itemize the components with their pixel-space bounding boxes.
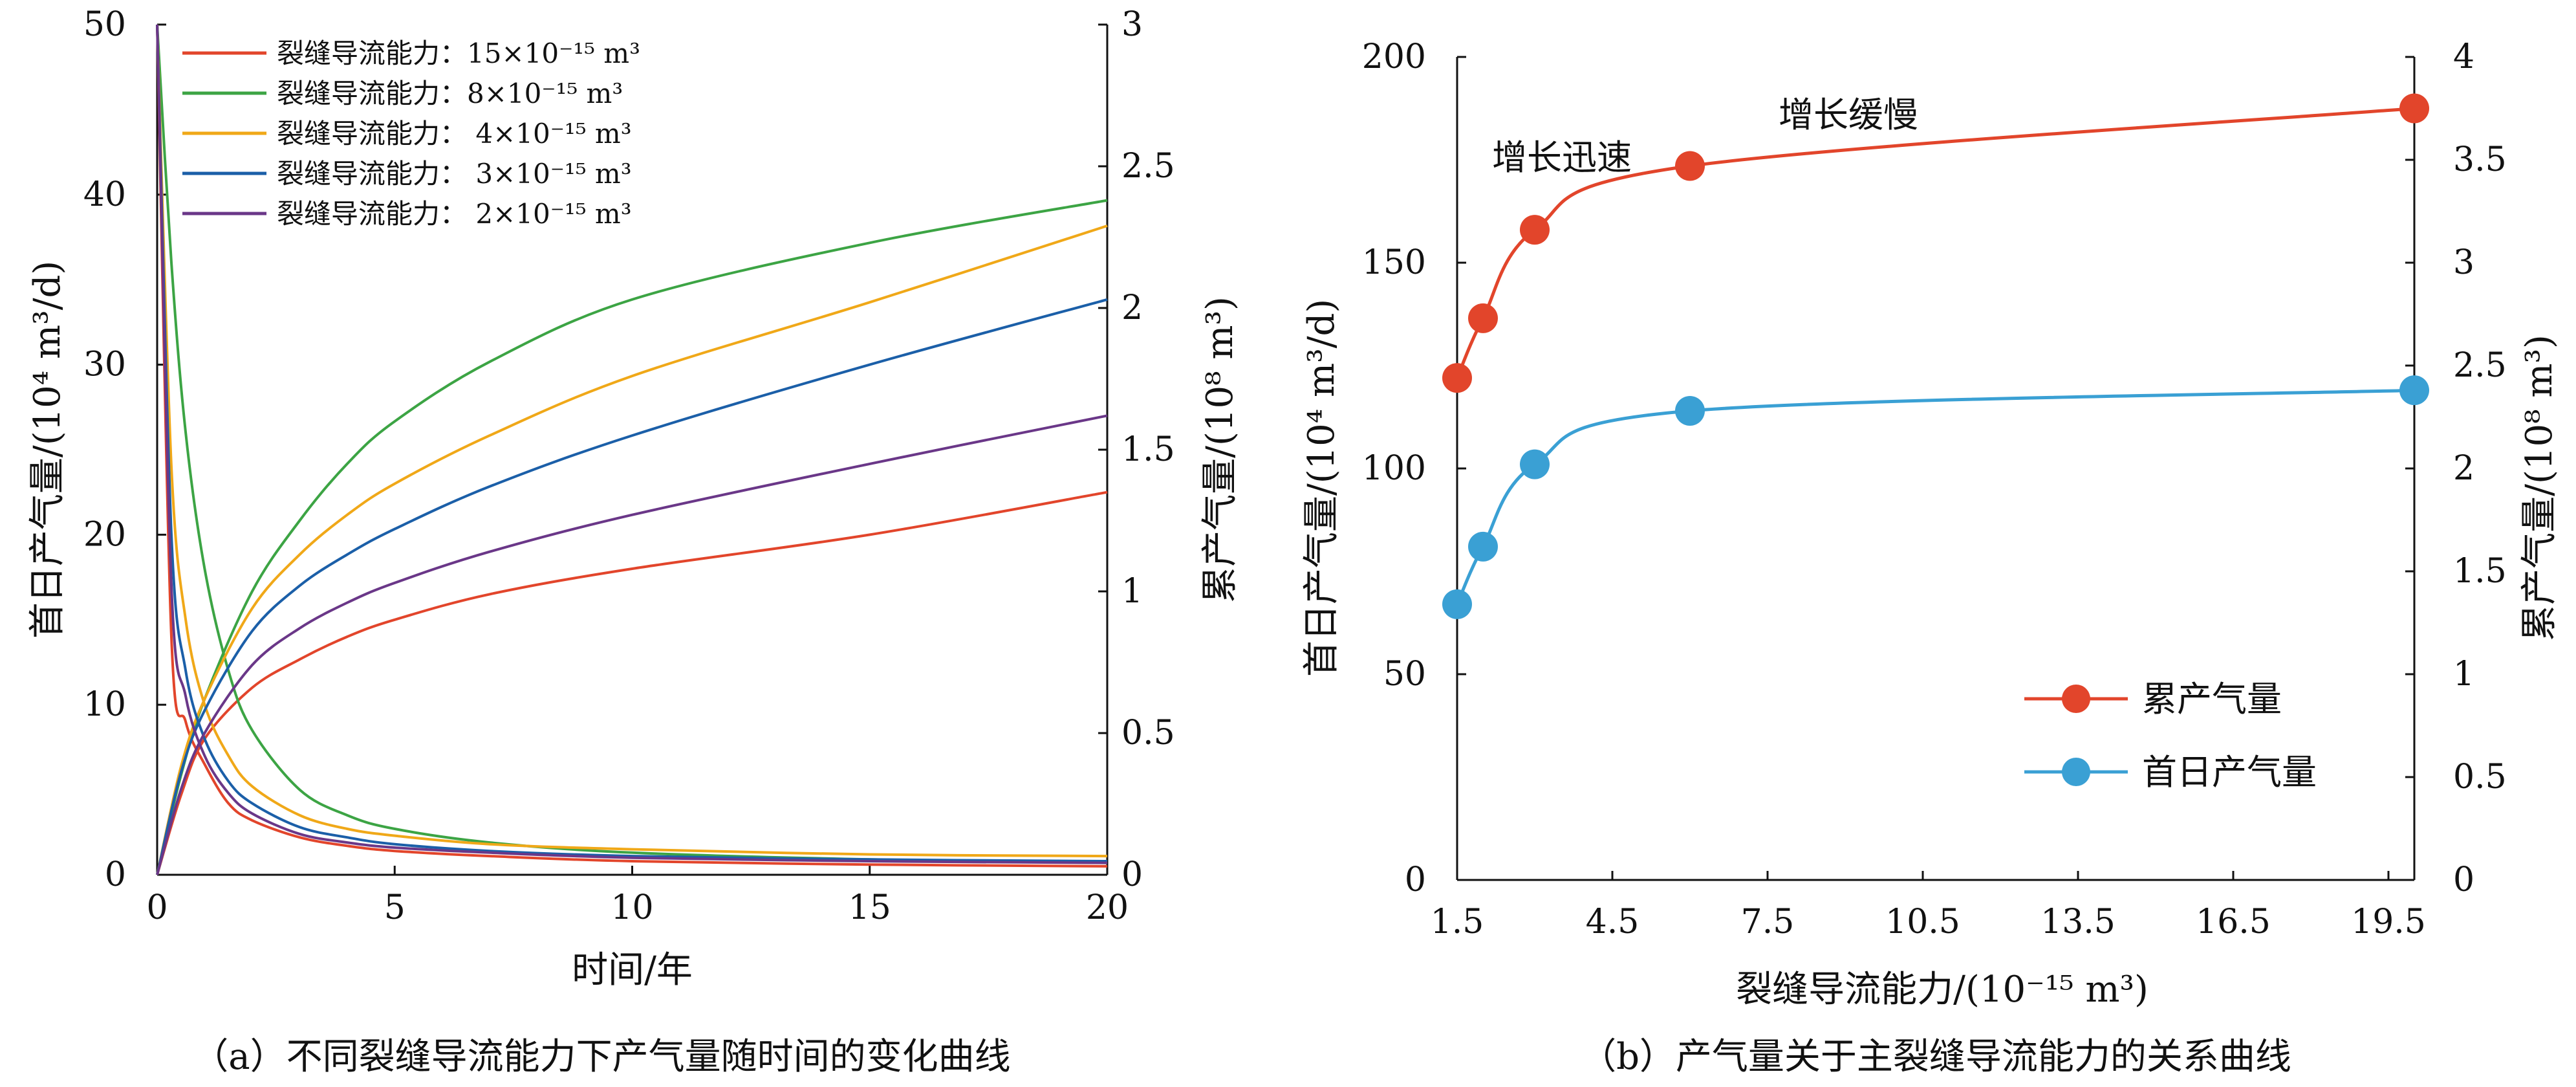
b-x-tick-label: 10.5 [1885,903,1960,941]
a-y-left-axis-title: 首日产气量/(10⁴ m³/d) [27,261,69,639]
b-y-left-axis-title: 首日产气量/(10⁴ m³/d) [1301,299,1343,677]
b-series-2-point [1520,449,1550,479]
a-x-axis-title: 时间/年 [572,949,693,991]
a-y-right-tick-label: 2.5 [1121,147,1175,186]
b-x-tick-label: 19.5 [2351,903,2426,941]
b-series-2-line [1455,388,2415,605]
a-series-5-cumulative-line [156,414,1108,875]
a-y-right-tick-label: 1.5 [1121,430,1175,469]
b-x-tick-label: 4.5 [1586,903,1640,941]
a-y-right-tick-label: 2 [1121,289,1143,327]
a-series-2-daily-rate-line [156,24,1108,864]
b-series-1-point [1520,215,1550,245]
b-annotation-slow-growth: 增长缓慢 [1779,94,1918,135]
chart-b: 1.5 4.5 7.5 10.5 13.5 16.5 19.505010015020000.… [1301,38,2560,1078]
a-legend-label: 裂缝导流能力： 2×10⁻¹⁵ m³ [277,198,632,230]
b-series-1-point [1675,151,1705,181]
a-y-left-tick-label: 0 [105,855,126,894]
a-x-tick-label: 5 [384,888,406,927]
b-series-1-point [1442,363,1472,393]
a-y-right-tick-label: 1 [1121,572,1143,611]
a-x-tick-label: 0 [146,888,168,927]
b-y-left-tick-label: 100 [1362,449,1426,488]
b-legend-label: 累产气量 [2142,679,2282,719]
b-series-2-point [1468,531,1498,562]
a-y-right-tick-label: 3 [1121,5,1143,44]
a-series-2-cumulative-line [156,199,1108,875]
a-x-tick-label: 20 [1086,888,1129,927]
b-series-1-point [1468,303,1498,333]
a-y-left-tick-label: 50 [83,5,126,44]
b-y-left-tick-label: 0 [1405,861,1426,899]
a-x-tick-label: 10 [611,888,653,927]
b-y-right-tick-label: 2 [2453,449,2474,488]
a-legend-label: 裂缝导流能力：15×10⁻¹⁵ m³ [277,38,640,69]
b-series-2-point [2399,375,2429,406]
b-x-tick-label: 7.5 [1741,903,1795,941]
a-series-1-daily-rate-line [156,24,1108,868]
a-series-1-cumulative-line [156,490,1108,875]
a-series-4-daily-rate-line [156,24,1108,862]
b-x-axis-title: 裂缝导流能力/(10⁻¹⁵ m³) [1736,969,2148,1011]
b-x-tick-label: 13.5 [2040,903,2116,941]
a-legend-label: 裂缝导流能力： 4×10⁻¹⁵ m³ [277,118,632,149]
chart-a: 0 5 10 15 200102030405000.511.522.53时间/年首日产气… [27,5,1241,1078]
a-legend-label: 裂缝导流能力：8×10⁻¹⁵ m³ [277,78,623,109]
a-x-tick-label: 15 [849,888,891,927]
b-y-right-tick-label: 3.5 [2453,140,2507,179]
a-y-left-tick-label: 30 [83,346,126,384]
a-y-left-tick-label: 40 [83,175,126,214]
b-y-right-tick-label: 4 [2453,38,2474,76]
b-series-2-point [1675,395,1705,426]
b-legend-swatch-marker [2062,685,2090,713]
b-y-right-tick-label: 1.5 [2453,552,2507,591]
b-series-1-point [2399,93,2429,124]
b-series-2-point [1442,589,1472,619]
a-y-left-tick-label: 20 [83,515,126,554]
b-x-tick-label: 1.5 [1431,903,1484,941]
a-y-right-tick-label: 0.5 [1121,714,1175,752]
a-series-5-daily-rate-line [156,24,1108,864]
b-y-left-tick-label: 50 [1383,655,1426,694]
b-y-right-tick-label: 1 [2453,655,2474,694]
a-legend: 裂缝导流能力：15×10⁻¹⁵ m³ 裂缝导流能力：8×10⁻¹⁵ m³ 裂缝导流能… [182,38,640,230]
b-y-left-tick-label: 150 [1362,243,1426,282]
b-caption: （b）产气量关于主裂缝导流能力的关系曲线 [1580,1036,2291,1078]
a-caption: （a）不同裂缝导流能力下产气量随时间的变化曲线 [192,1036,1010,1078]
b-y-right-tick-label: 2.5 [2453,346,2507,385]
b-annotation-fast-growth: 增长迅速 [1492,137,1632,178]
b-y-left-tick-label: 200 [1362,38,1426,76]
b-y-right-tick-label: 3 [2453,243,2474,282]
b-legend-swatch-marker [2062,758,2090,786]
a-series-3-daily-rate-line [156,24,1108,858]
b-y-right-tick-label: 0 [2453,861,2474,899]
a-series-3-cumulative-line [156,225,1108,875]
a-series-4-cumulative-line [156,298,1108,875]
b-legend-label: 首日产气量 [2142,752,2317,793]
b-x-tick-label: 16.5 [2196,903,2271,941]
a-y-right-tick-label: 0 [1121,855,1143,894]
b-y-right-tick-label: 0.5 [2453,758,2507,796]
b-y-right-axis-title: 累产气量/(10⁸ m³) [2518,335,2560,641]
a-y-left-tick-label: 10 [83,685,126,724]
a-y-right-axis-title: 累产气量/(10⁸ m³) [1199,296,1241,603]
a-legend-label: 裂缝导流能力： 3×10⁻¹⁵ m³ [277,158,632,190]
